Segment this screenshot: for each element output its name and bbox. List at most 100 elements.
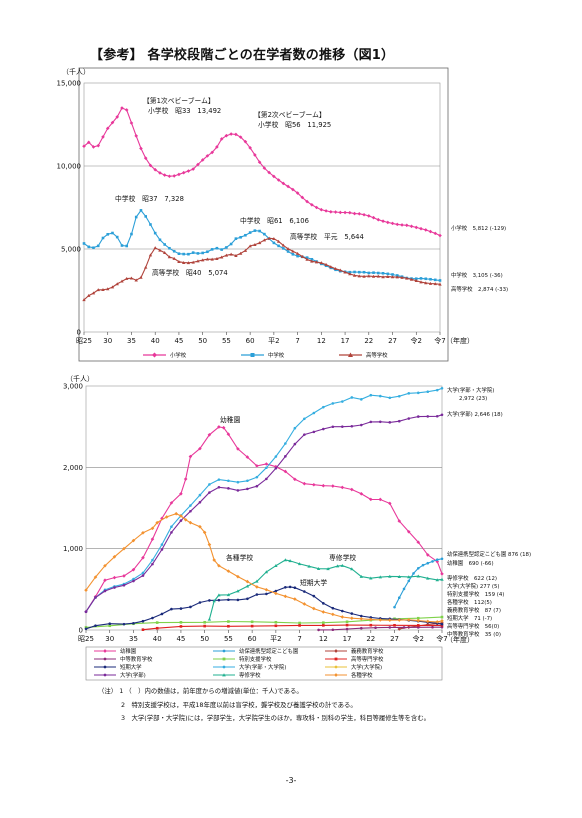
chart2-series-1 [393, 557, 444, 609]
chart1-data-point [220, 248, 223, 251]
chart1-data-point [182, 252, 185, 256]
chart2-data-point [264, 462, 269, 466]
chart2-x-tick-label: 35 [129, 635, 138, 643]
chart1-data-point [87, 245, 91, 249]
chart2-data-point [331, 628, 335, 632]
chart1-data-point [395, 222, 400, 227]
chart1-data-point [277, 244, 280, 248]
chart1-data-point [82, 144, 86, 149]
chart2-data-point [198, 501, 202, 504]
chart1-y-tick-label: 10,000 [57, 163, 82, 171]
chart1-data-point [424, 277, 428, 281]
chart2-x-tick-label: 40 [153, 635, 162, 643]
chart2-data-point [397, 596, 401, 600]
chart1-data-point [400, 223, 404, 227]
chart2-data-point [293, 426, 297, 430]
chart1-data-point [419, 226, 423, 231]
chart1-data-point [205, 154, 210, 158]
chart2-end-tandai: 短期大学 71 (-7) [447, 614, 492, 622]
chart2-data-point [155, 520, 159, 525]
chart2-legend-marker [222, 649, 226, 653]
chart2-data-point [387, 618, 392, 622]
chart1-data-point [224, 253, 229, 257]
chart2-data-point [170, 531, 173, 534]
chart2-data-point [179, 625, 183, 628]
chart1-data-point [272, 236, 276, 240]
chart2-data-point [84, 588, 88, 592]
chart2-data-point [322, 624, 325, 627]
chart2-data-point [217, 598, 221, 602]
chart2-data-point [198, 493, 202, 497]
chart2-data-point [227, 624, 230, 628]
chart2-data-point [321, 483, 326, 488]
chart2-data-point [113, 586, 116, 589]
chart2-data-point [293, 586, 297, 590]
chart2-data-point [84, 627, 88, 631]
chart1-data-point [167, 255, 172, 259]
chart1-data-point [191, 167, 195, 171]
chart2-data-point [174, 511, 178, 516]
chart2-legend-label: 特別支援学校 [239, 655, 272, 663]
chart1-data-point [115, 115, 120, 119]
chart1-data-point [111, 231, 114, 235]
chart1-data-point [404, 223, 409, 228]
chart1-series-2 [82, 236, 442, 302]
chart1-data-point [149, 223, 152, 226]
chart2-data-point [164, 515, 169, 519]
chart1-data-point [310, 257, 314, 261]
chart2-annot-tandai: 短期大学 [300, 578, 327, 587]
chart1-data-point [92, 246, 95, 250]
chart1-data-point [338, 268, 343, 272]
chart2-data-point [189, 605, 192, 609]
chart2-end-univ-all: 大学(学部・大学院) [447, 386, 494, 394]
chart2-data-point [350, 616, 354, 621]
chart2-series-8 [84, 413, 444, 613]
chart2-data-point [246, 479, 249, 483]
chart2-data-point [435, 620, 440, 624]
chart1-data-point [210, 150, 214, 155]
chart2-unit-label: （千人） [66, 374, 94, 383]
chart2-legend-label: 幼保連携型認定こども園 [239, 647, 298, 655]
chart1-data-point [130, 232, 133, 236]
chart2-data-point [393, 623, 396, 627]
chart1-data-point [429, 277, 432, 281]
chart2-data-point [245, 579, 250, 584]
chart2-legend-marker [222, 657, 226, 661]
chart2-data-point [407, 417, 411, 420]
chart2-data-point [283, 594, 288, 599]
chart2-data-point [250, 624, 254, 628]
chart2-data-point [217, 563, 221, 568]
chart1-data-point [438, 233, 442, 238]
chart1-data-point [291, 252, 295, 256]
chart2-data-point [435, 578, 439, 582]
chart2-data-point [293, 442, 297, 446]
chart2-data-point [150, 526, 155, 531]
chart2-data-point [93, 575, 98, 579]
chart1-data-point [353, 270, 356, 274]
chart1-data-point [362, 274, 366, 278]
chart1-data-point [215, 257, 219, 261]
chart1-data-point [362, 212, 366, 217]
chart2-data-point [317, 628, 320, 632]
chart2-data-point [141, 571, 145, 575]
chart2-annot-senshu: 専修学校 [329, 553, 356, 562]
chart1-data-point [187, 252, 190, 256]
chart2-data-point [236, 480, 240, 484]
chart1-data-point [367, 271, 371, 275]
chart1-x-tick-label: 22 [364, 337, 373, 345]
chart2-data-point [245, 455, 250, 459]
chart2-data-point [322, 405, 325, 409]
chart1-x-tick-label: 35 [127, 337, 136, 345]
chart2-data-point [246, 597, 249, 601]
chart1-data-point [324, 209, 328, 213]
chart1-data-point [286, 184, 290, 189]
chart2-data-point [112, 555, 117, 559]
chart2-end-gimu: 義務教育学校 87 (7) [447, 606, 501, 614]
chart1-data-point [186, 261, 191, 265]
chart1-data-point [82, 298, 86, 302]
chart1-data-point [172, 249, 176, 253]
chart2-data-point [412, 572, 415, 575]
chart1-data-point [153, 231, 157, 235]
chart1-data-point [272, 174, 276, 179]
